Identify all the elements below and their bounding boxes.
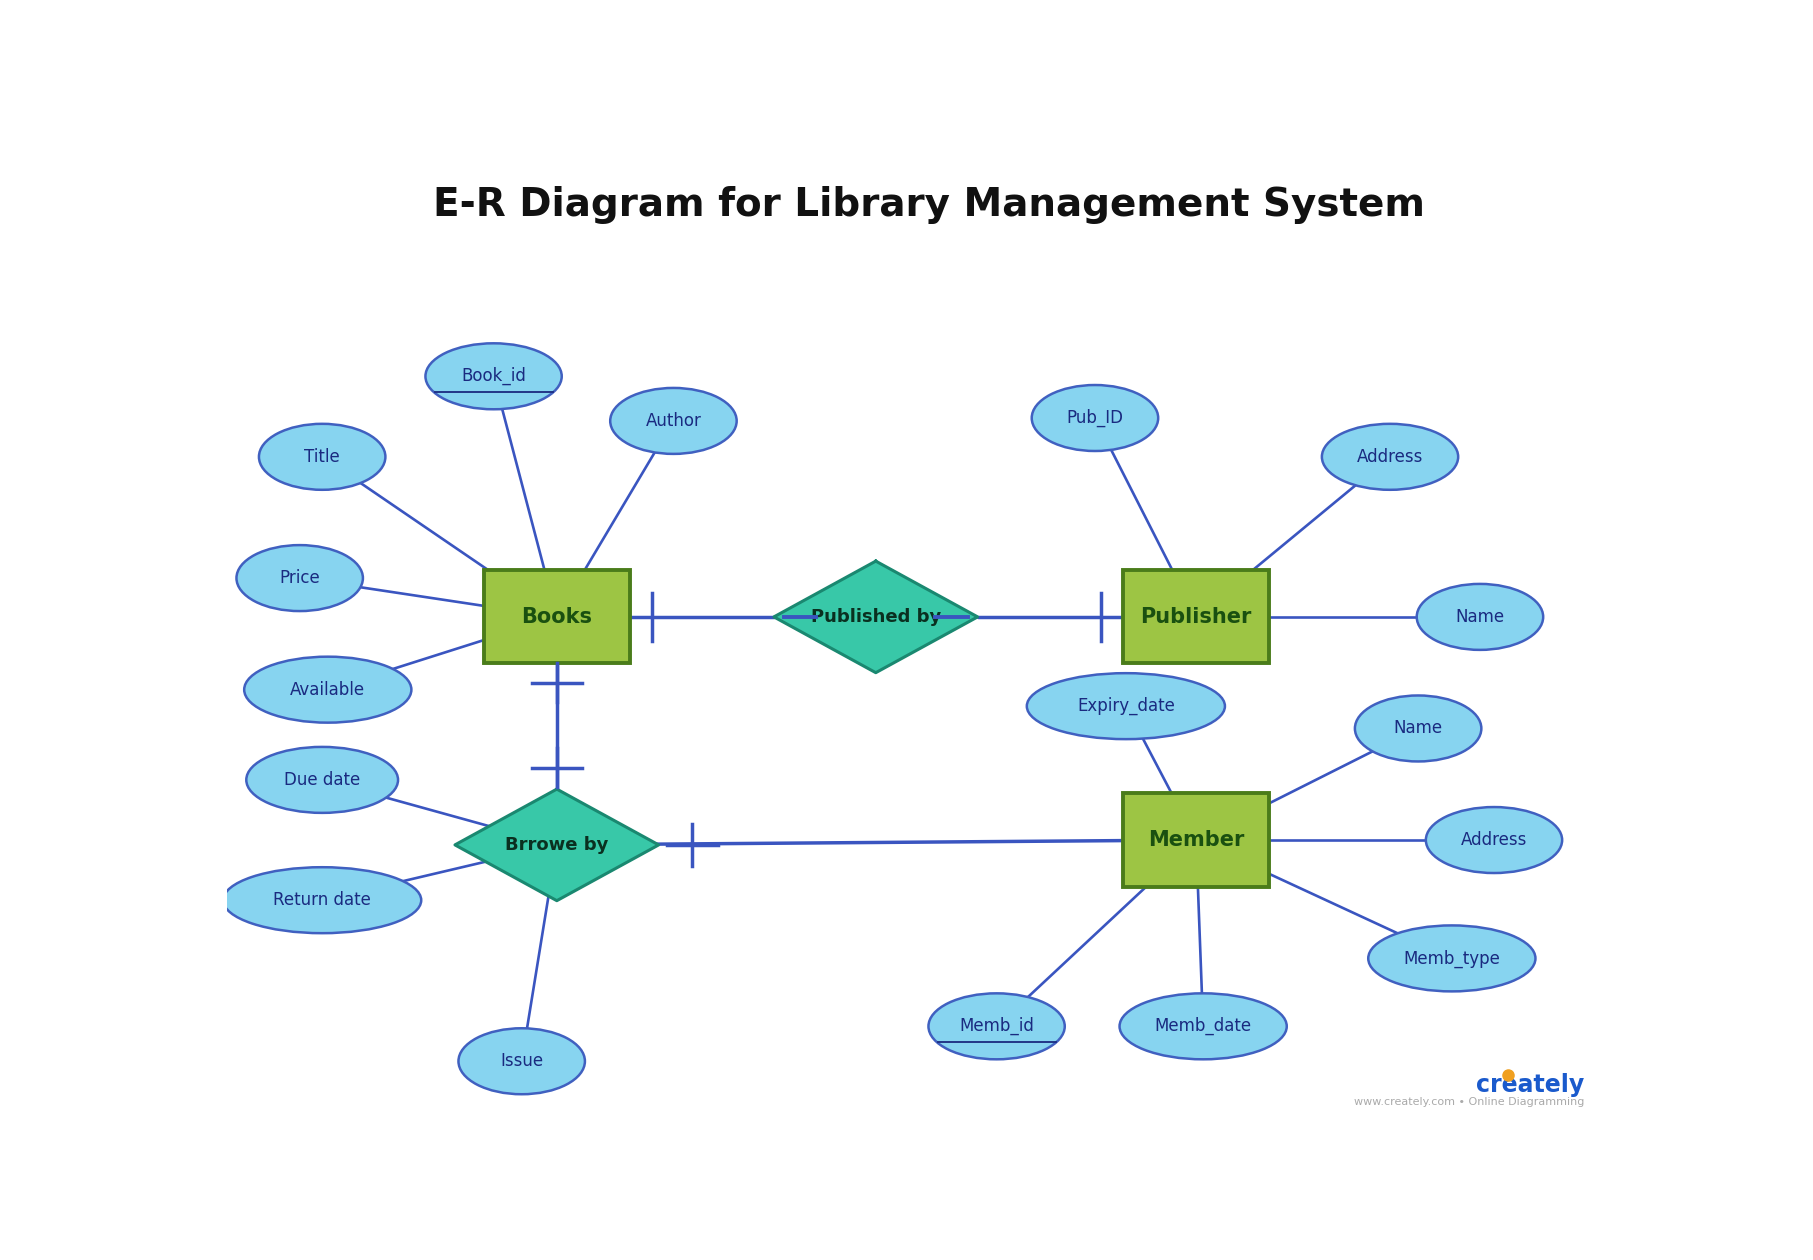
Text: Book_id: Book_id <box>461 367 526 386</box>
Text: Brrowe by: Brrowe by <box>506 835 609 854</box>
Ellipse shape <box>1425 808 1563 873</box>
Text: Expiry_date: Expiry_date <box>1077 697 1175 716</box>
FancyBboxPatch shape <box>484 571 629 664</box>
Text: Memb_date: Memb_date <box>1155 1017 1251 1036</box>
Ellipse shape <box>223 867 421 934</box>
Ellipse shape <box>426 343 562 410</box>
Ellipse shape <box>245 656 412 723</box>
Text: E-R Diagram for Library Management System: E-R Diagram for Library Management Syste… <box>433 185 1425 223</box>
Ellipse shape <box>1354 696 1481 761</box>
Ellipse shape <box>259 423 386 490</box>
Text: Pub_ID: Pub_ID <box>1066 410 1124 427</box>
Text: Publisher: Publisher <box>1140 607 1251 627</box>
Ellipse shape <box>1416 583 1543 650</box>
FancyBboxPatch shape <box>1122 571 1269 664</box>
Text: Published by: Published by <box>810 607 941 626</box>
Text: Address: Address <box>1461 832 1527 849</box>
Ellipse shape <box>1120 993 1287 1060</box>
Ellipse shape <box>1369 925 1536 992</box>
Text: www.creately.com • Online Diagramming: www.creately.com • Online Diagramming <box>1354 1097 1585 1108</box>
Ellipse shape <box>1026 673 1226 740</box>
Text: Available: Available <box>290 680 366 698</box>
Ellipse shape <box>928 993 1064 1060</box>
Text: Author: Author <box>645 412 702 430</box>
FancyBboxPatch shape <box>1122 794 1269 887</box>
Ellipse shape <box>236 546 363 611</box>
Text: Title: Title <box>305 447 341 466</box>
Text: Memb_id: Memb_id <box>959 1017 1033 1036</box>
Text: Memb_type: Memb_type <box>1403 949 1501 968</box>
Text: Return date: Return date <box>274 891 372 910</box>
Text: Member: Member <box>1148 830 1244 850</box>
Text: Name: Name <box>1394 719 1443 737</box>
Text: Books: Books <box>522 607 593 627</box>
Ellipse shape <box>1322 423 1458 490</box>
Text: Issue: Issue <box>500 1052 544 1070</box>
Text: Address: Address <box>1356 447 1423 466</box>
Text: Name: Name <box>1456 607 1505 626</box>
Polygon shape <box>774 561 977 673</box>
Ellipse shape <box>1032 386 1159 451</box>
Text: Price: Price <box>279 570 321 587</box>
Ellipse shape <box>247 747 399 813</box>
Ellipse shape <box>611 388 736 454</box>
Polygon shape <box>455 789 658 901</box>
Text: creately: creately <box>1476 1072 1585 1096</box>
Ellipse shape <box>459 1028 586 1094</box>
Text: Due date: Due date <box>285 771 361 789</box>
